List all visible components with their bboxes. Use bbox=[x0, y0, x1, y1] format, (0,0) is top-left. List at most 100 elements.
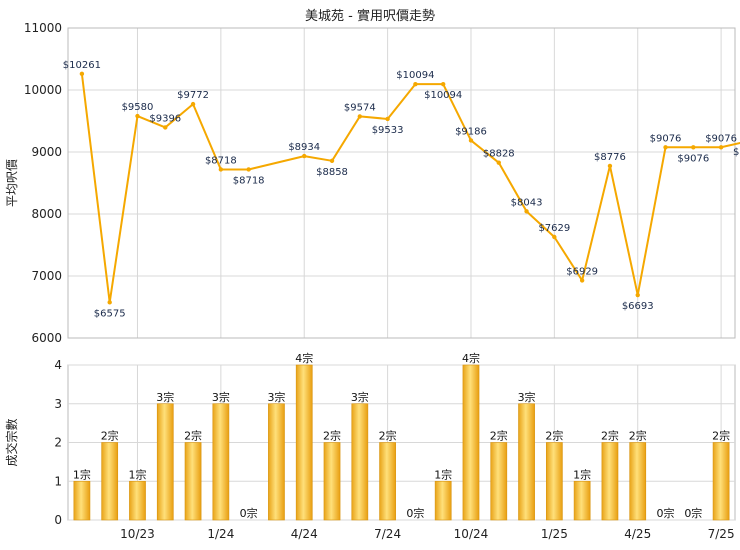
price-point bbox=[385, 116, 390, 122]
volume-bar-label: 0宗 bbox=[684, 506, 702, 520]
bar-ytick-label: 1 bbox=[54, 474, 62, 488]
price-point bbox=[440, 81, 446, 87]
price-point bbox=[163, 125, 168, 130]
price-data-label: $9580 bbox=[122, 102, 154, 113]
x-tick-label: 1/24 bbox=[207, 527, 234, 541]
volume-bar-label: 2宗 bbox=[490, 429, 508, 443]
bar-ylabel: 成交宗數 bbox=[4, 418, 19, 466]
bar-ytick-label: 2 bbox=[54, 436, 62, 450]
price-data-label: $8776 bbox=[594, 152, 626, 163]
volume-bar bbox=[490, 442, 508, 521]
bar-ytick-label: 0 bbox=[54, 513, 62, 527]
price-data-label: $8043 bbox=[511, 197, 543, 208]
line-ytick-label: 9000 bbox=[31, 145, 62, 159]
x-tick-label: 4/25 bbox=[624, 527, 651, 541]
volume-bar bbox=[101, 442, 119, 521]
price-point bbox=[607, 163, 613, 169]
volume-bar bbox=[518, 403, 535, 521]
price-data-label: $8718 bbox=[205, 155, 237, 166]
volume-bar-label: 2宗 bbox=[379, 429, 397, 443]
price-data-label: $10094 bbox=[424, 90, 462, 101]
price-point bbox=[663, 145, 668, 150]
price-data-label: $9186 bbox=[455, 126, 487, 137]
price-data-label: $9076 bbox=[650, 133, 682, 144]
volume-bar-label: 0宗 bbox=[406, 506, 424, 520]
line-ytick-label: 7000 bbox=[31, 269, 62, 283]
volume-bar bbox=[323, 442, 341, 521]
bar-ytick-label: 3 bbox=[54, 397, 62, 411]
x-tick-label: 7/24 bbox=[374, 527, 401, 541]
price-point bbox=[302, 153, 307, 159]
volume-bar bbox=[379, 442, 396, 521]
volume-bar bbox=[434, 480, 452, 521]
volume-bar-label: 1宗 bbox=[434, 467, 452, 481]
volume-bar-label: 2宗 bbox=[601, 429, 619, 443]
price-point bbox=[246, 167, 251, 172]
volume-bar bbox=[212, 403, 230, 521]
price-data-label: $8828 bbox=[483, 149, 515, 160]
volume-bar-label: 2宗 bbox=[323, 429, 341, 443]
volume-bar-label: 0宗 bbox=[240, 506, 258, 520]
price-data-label: $7629 bbox=[538, 223, 570, 234]
price-data-label: $10094 bbox=[396, 70, 434, 81]
volume-bar bbox=[351, 403, 369, 521]
x-tick-label: 1/25 bbox=[541, 527, 568, 541]
volume-bar-label: 2宗 bbox=[629, 429, 647, 443]
price-point bbox=[552, 234, 557, 240]
volume-bar-label: 1宗 bbox=[128, 467, 146, 481]
x-tick-label: 10/24 bbox=[454, 527, 489, 541]
price-point bbox=[496, 160, 501, 165]
price-data-label: $9772 bbox=[177, 90, 209, 101]
price-data-label: $6693 bbox=[622, 301, 654, 312]
x-tick-label: 7/25 bbox=[708, 527, 735, 541]
price-data-label: $9076 bbox=[705, 133, 737, 144]
x-tick-label: 10/23 bbox=[120, 527, 155, 541]
price-data-label: $9396 bbox=[149, 113, 181, 124]
volume-bar bbox=[295, 364, 313, 521]
volume-bar-label: 2宗 bbox=[184, 429, 202, 443]
x-tick-label: 4/24 bbox=[291, 527, 318, 541]
price-data-label: $8718 bbox=[233, 175, 265, 186]
line-panel-frame bbox=[67, 27, 736, 339]
price-point bbox=[413, 81, 418, 87]
volume-bar bbox=[629, 442, 647, 521]
price-series-line bbox=[80, 73, 740, 304]
line-ytick-label: 11000 bbox=[24, 21, 62, 35]
line-ytick-label: 8000 bbox=[31, 207, 62, 221]
volume-bar bbox=[601, 442, 619, 521]
price-point bbox=[635, 292, 640, 298]
volume-bar-label: 3宗 bbox=[518, 390, 536, 404]
price-data-label: $10261 bbox=[63, 60, 101, 71]
price-point bbox=[218, 167, 224, 172]
price-point bbox=[329, 158, 335, 164]
volume-bar-label: 2宗 bbox=[545, 429, 563, 443]
price-point bbox=[718, 145, 724, 150]
price-point bbox=[579, 278, 585, 283]
price-data-label: $9574 bbox=[344, 102, 376, 113]
volume-bar-label: 3宗 bbox=[267, 390, 285, 404]
volume-bar bbox=[545, 442, 563, 521]
price-point bbox=[79, 71, 85, 77]
volume-bar-label: 2宗 bbox=[712, 429, 730, 443]
volume-bar bbox=[712, 442, 730, 521]
price-point bbox=[107, 300, 112, 305]
price-point bbox=[135, 113, 140, 119]
volume-bar bbox=[129, 480, 146, 521]
volume-bar bbox=[268, 403, 285, 521]
line-ytick-label: 6000 bbox=[31, 331, 62, 345]
price-data-label: $9177 bbox=[733, 147, 740, 158]
price-point bbox=[524, 209, 529, 214]
volume-bar bbox=[184, 442, 202, 521]
volume-bar bbox=[573, 480, 591, 521]
volume-bar-label: 4宗 bbox=[462, 351, 480, 365]
volume-bar bbox=[73, 480, 91, 521]
volume-bar-label: 1宗 bbox=[73, 467, 91, 481]
price-data-label: $9076 bbox=[677, 153, 709, 164]
bar-ytick-label: 4 bbox=[54, 358, 62, 372]
price-data-label: $6929 bbox=[566, 266, 598, 277]
price-data-label: $8858 bbox=[316, 167, 348, 178]
volume-bar-label: 1宗 bbox=[573, 467, 591, 481]
volume-bar-label: 2宗 bbox=[101, 429, 119, 443]
